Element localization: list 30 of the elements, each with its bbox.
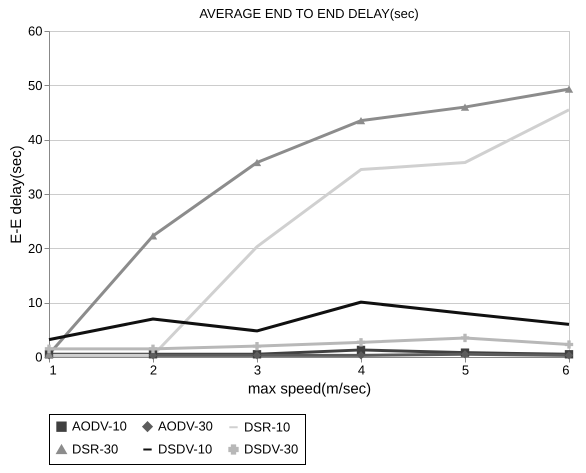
legend-label: DSR-30 — [72, 442, 118, 456]
legend-label: DSDV-30 — [244, 442, 298, 456]
y-tick-label: 50 — [28, 78, 42, 93]
y-tick-label: 60 — [28, 24, 42, 38]
point — [252, 342, 262, 350]
point — [564, 86, 574, 93]
x-axis-title: max speed(m/sec) — [248, 380, 372, 398]
point — [460, 103, 470, 111]
point — [356, 338, 366, 347]
x-tick-label: 3 — [254, 362, 262, 378]
legend-label: DSDV-10 — [158, 442, 212, 456]
x-tick-label: 1 — [50, 362, 57, 378]
y-tick-label: 0 — [35, 350, 42, 364]
y-tick-label: 40 — [28, 132, 42, 148]
legend-label: AODV-30 — [158, 418, 213, 434]
x-tick-label: 6 — [562, 362, 570, 378]
x-tick-label: 2 — [150, 362, 158, 378]
chart-title: AVERAGE END TO END DELAY(sec) — [199, 6, 419, 21]
y-tick-label: 10 — [28, 295, 42, 310]
point — [356, 117, 366, 124]
y-axis-title: E-E delay(sec) — [8, 145, 26, 244]
y-tick-label: 20 — [28, 240, 42, 256]
x-tick-label: 4 — [358, 362, 366, 378]
legend-label: DSR-10 — [244, 419, 290, 434]
y-tick-label: 30 — [28, 186, 42, 202]
point — [148, 344, 158, 354]
legend-label: AODV-10 — [72, 418, 127, 434]
line-series — [48, 300, 570, 342]
x-tick-label: 5 — [462, 362, 470, 378]
point — [44, 344, 54, 354]
